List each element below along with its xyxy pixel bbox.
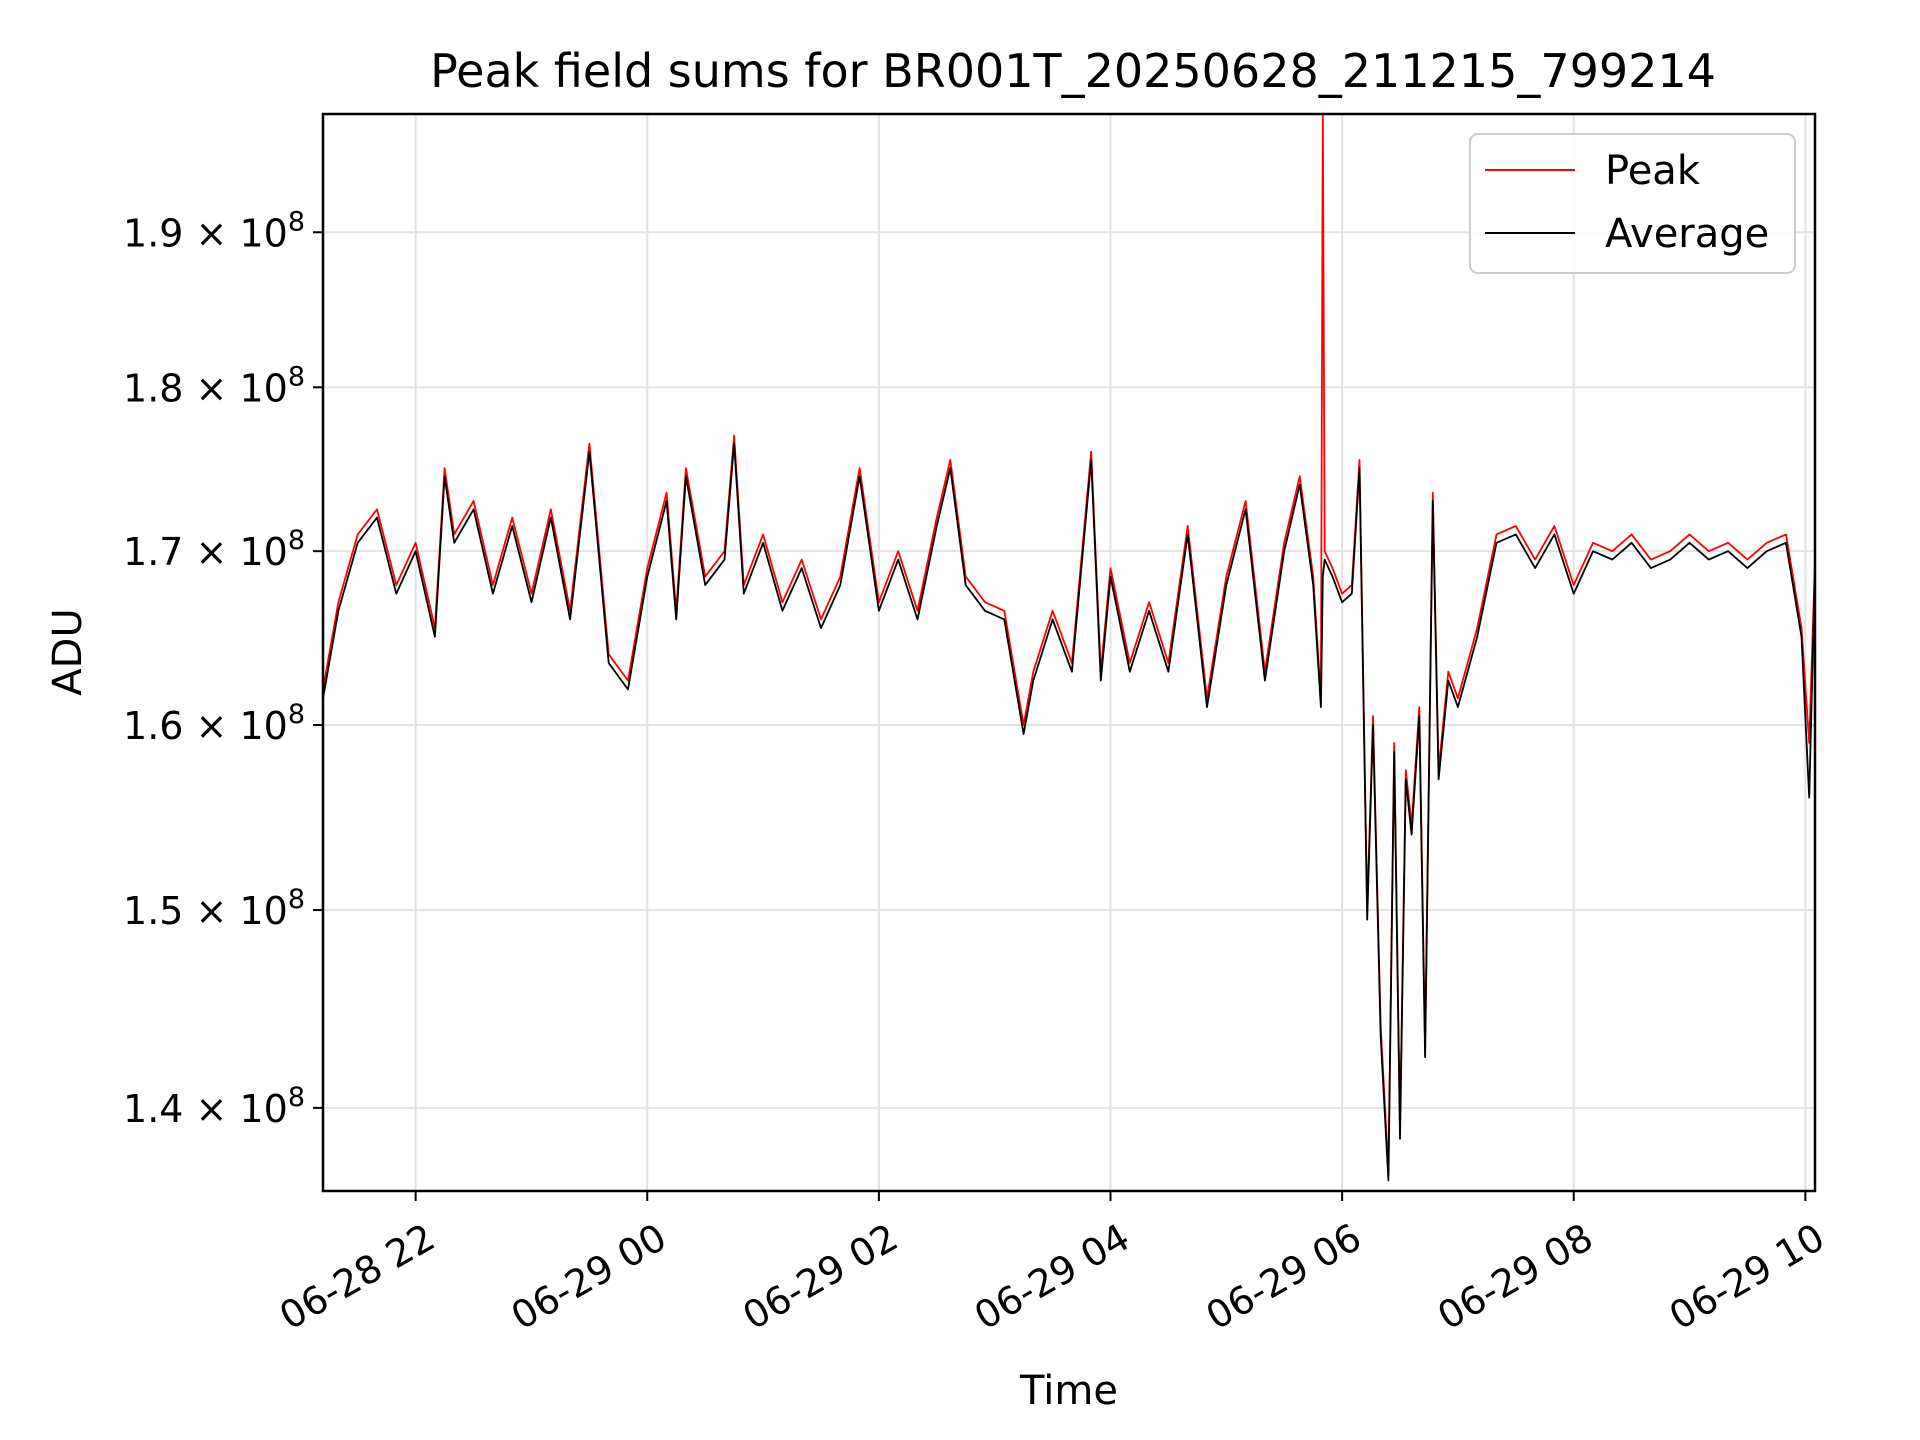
y-tick-label: 1.9 × 108 [123,206,305,255]
y-tick-label: 1.4 × 108 [123,1082,305,1131]
legend: Peak Average [1469,133,1796,274]
grid [323,114,1815,1191]
legend-label-peak: Peak [1605,148,1701,194]
plot-frame [321,112,1817,1193]
legend-label-average: Average [1605,211,1769,257]
legend-box [1469,133,1796,274]
y-axis-label: ADU [45,608,91,695]
y-tick-label: 1.8 × 108 [123,361,305,410]
y-tick-label: 1.7 × 108 [123,525,305,574]
y-tick-label: 1.6 × 108 [123,699,305,748]
chart-title: Peak field sums for BR001T_20250628_2112… [430,44,1716,98]
series-line-average [322,442,1816,1182]
plot-lines [322,113,1816,1182]
y-tick-label: 1.5 × 108 [123,884,305,933]
series-line-peak [322,113,1816,1171]
x-axis-label: Time [1019,1368,1118,1414]
